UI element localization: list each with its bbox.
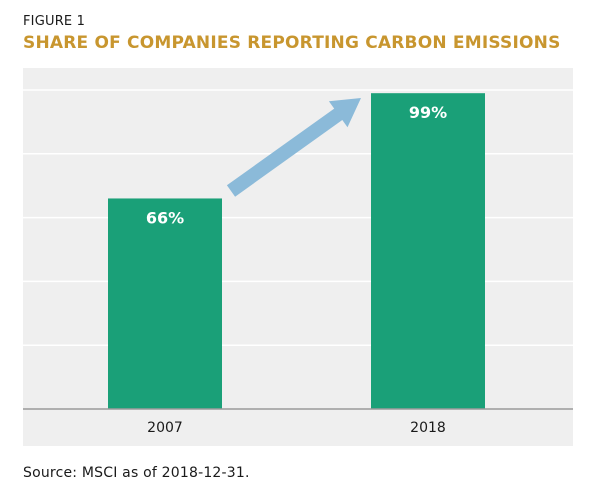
- trend-arrow: [226, 98, 361, 197]
- bar-2007: [108, 198, 222, 409]
- chart-title: SHARE OF COMPANIES REPORTING CARBON EMIS…: [23, 33, 561, 53]
- bar-chart: 66% 99% 2007 2018: [23, 68, 573, 446]
- chart-area: 66% 99% 2007 2018: [23, 68, 573, 446]
- plot-background: [23, 68, 573, 446]
- x-tick-2007: 2007: [147, 420, 183, 436]
- data-label-2007: 66%: [146, 208, 184, 227]
- figure-label: FIGURE 1: [23, 14, 86, 29]
- bars: [108, 93, 485, 409]
- x-tick-2018: 2018: [410, 420, 446, 436]
- bar-2018: [371, 93, 485, 409]
- data-labels: 66% 99%: [146, 103, 447, 227]
- source-note: Source: MSCI as of 2018-12-31.: [23, 465, 250, 481]
- x-tick-labels: 2007 2018: [147, 420, 446, 436]
- arrow-shape: [226, 98, 361, 197]
- data-label-2018: 99%: [409, 103, 447, 122]
